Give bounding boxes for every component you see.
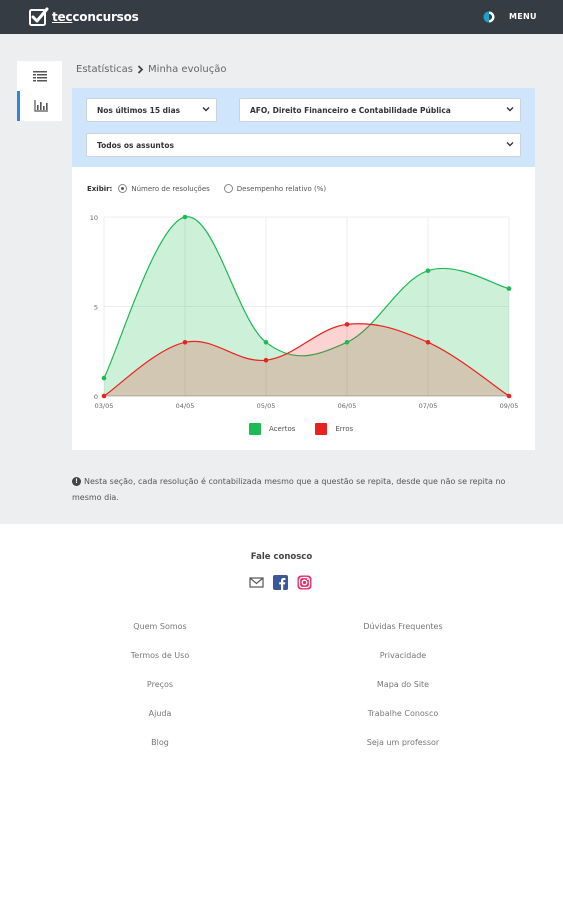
period-select[interactable]: Nos últimos 15 dias	[86, 98, 217, 122]
chevron-right-icon	[137, 65, 144, 74]
x-tick-label: 09/05	[500, 402, 519, 410]
topics-select-value: Todos os assuntos	[97, 140, 174, 150]
sidebar-item-list[interactable]	[17, 61, 62, 91]
social-links	[249, 575, 312, 590]
radio-resolution-count[interactable]: Número de resoluções	[118, 184, 210, 193]
logo-prefix: tec	[52, 10, 73, 24]
chevron-down-icon	[202, 107, 210, 112]
evolution-chart: 0 5 10 03/05 04/05 05/05 06/05 07/05 09/05	[90, 214, 519, 410]
footer-link-ajuda[interactable]: Ajuda	[148, 709, 172, 718]
breadcrumb: Estatísticas Minha evolução	[76, 64, 226, 75]
footer-link-duvidas[interactable]: Dúvidas Frequentes	[363, 622, 443, 631]
x-tick-label: 07/05	[419, 402, 438, 410]
data-point-acertos	[344, 340, 350, 345]
contrast-icon[interactable]	[483, 11, 495, 23]
x-tick-label: 05/05	[257, 402, 276, 410]
subject-select-value: AFO, Direito Financeiro e Contabilidade …	[250, 105, 451, 115]
period-select-value: Nos últimos 15 dias	[97, 105, 181, 115]
list-icon	[32, 71, 47, 82]
contact-title: Fale conosco	[250, 552, 313, 562]
y-tick-label: 10	[90, 214, 98, 222]
data-point-acertos	[506, 286, 512, 291]
legend-label: Erros	[335, 425, 354, 433]
legend-swatch	[249, 423, 261, 435]
display-options: Exibir: Número de resoluções Desempenho …	[87, 184, 340, 193]
series-area-acertos	[104, 216, 509, 396]
breadcrumb-current: Minha evolução	[148, 64, 227, 75]
data-point-erros	[425, 340, 431, 345]
legend-item-erros[interactable]: Erros	[315, 423, 353, 435]
radio-dot[interactable]	[118, 184, 128, 193]
data-point-erros	[182, 340, 188, 345]
series-line-erros	[103, 323, 510, 397]
site-logo[interactable]: tecconcursos	[29, 7, 139, 27]
footer-link-trabalhe[interactable]: Trabalhe Conosco	[367, 709, 439, 718]
data-point-acertos	[182, 214, 188, 220]
instagram-icon[interactable]	[297, 575, 312, 590]
chevron-down-icon	[506, 142, 514, 147]
y-tick-label: 5	[94, 304, 98, 312]
filter-panel: Nos últimos 15 dias AFO, Direito Finance…	[72, 88, 535, 167]
data-point-acertos	[263, 340, 269, 345]
data-point-erros	[263, 357, 269, 363]
legend-swatch	[315, 423, 328, 435]
legend-label: Acertos	[269, 425, 296, 433]
breadcrumb-parent[interactable]: Estatísticas	[76, 64, 134, 75]
top-navbar: tecconcursos MENU	[0, 0, 563, 34]
info-note-text: Nesta seção, cada resolução é contabiliz…	[72, 477, 506, 502]
email-icon[interactable]	[249, 575, 264, 590]
footer-link-precos[interactable]: Preços	[146, 680, 174, 689]
y-tick-label: 0	[94, 393, 98, 401]
footer-link-professor[interactable]: Seja um professor	[366, 738, 440, 747]
x-tick-label: 04/05	[176, 402, 195, 410]
data-point-erros	[506, 393, 512, 399]
stats-side-tabs	[17, 61, 62, 121]
logo-suffix: concursos	[72, 10, 139, 24]
footer-link-mapa[interactable]: Mapa do Site	[376, 680, 430, 689]
chart-legend: Acertos Erros	[249, 423, 373, 435]
menu-button[interactable]: MENU	[509, 12, 537, 21]
bar-chart-icon	[34, 100, 48, 112]
facebook-icon[interactable]	[273, 575, 288, 590]
data-point-erros	[344, 322, 350, 327]
footer-link-blog[interactable]: Blog	[151, 738, 169, 747]
info-note: ! Nesta seção, cada resolução é contabili…	[72, 474, 532, 506]
display-label: Exibir:	[87, 184, 113, 193]
radio-relative-performance[interactable]: Desempenho relativo (%)	[223, 184, 327, 193]
sidebar-item-evolution[interactable]	[17, 91, 62, 121]
radio-dot[interactable]	[223, 184, 233, 193]
footer-link-termos[interactable]: Termos de Uso	[130, 651, 190, 660]
topics-select[interactable]: Todos os assuntos	[86, 133, 521, 157]
info-icon: !	[72, 477, 81, 486]
x-tick-label: 03/05	[95, 402, 114, 410]
footer-link-privacidade[interactable]: Privacidade	[379, 651, 427, 660]
data-point-acertos	[101, 375, 107, 381]
radio-label: Número de resoluções	[131, 184, 210, 193]
x-tick-label: 06/05	[338, 402, 357, 410]
chevron-down-icon	[506, 107, 514, 112]
legend-item-acertos[interactable]: Acertos	[249, 423, 295, 435]
data-point-acertos	[425, 268, 431, 273]
evolution-chart-card: 0 5 10 03/05 04/05 05/05 06/05 07/05 09/05 Exibi…	[72, 167, 535, 450]
radio-label: Desempenho relativo (%)	[236, 184, 327, 193]
subject-select[interactable]: AFO, Direito Financeiro e Contabilidade …	[239, 98, 521, 122]
footer-link-quem-somos[interactable]: Quem Somos	[133, 622, 187, 631]
series-area-erros	[104, 323, 509, 396]
checkbox-logo-icon	[29, 7, 49, 26]
data-point-erros	[101, 393, 107, 399]
logo-text: tecconcursos	[52, 10, 139, 24]
